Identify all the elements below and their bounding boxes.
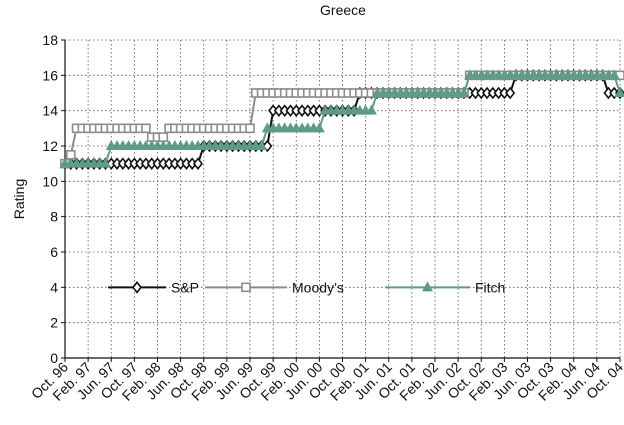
y-axis-label: Rating: [11, 179, 27, 219]
y-tick-label: 18: [42, 32, 58, 48]
marker: [65, 150, 76, 160]
marker: [505, 86, 516, 100]
y-tick-label: 10: [42, 173, 58, 189]
y-tick-label: 8: [50, 209, 58, 225]
y-tick-label: 2: [50, 315, 58, 331]
marker: [608, 69, 620, 80]
marker: [365, 104, 377, 115]
y-tick-label: 0: [50, 350, 58, 366]
chart-title: Greece: [320, 2, 366, 18]
marker: [256, 140, 268, 150]
y-tick-label: 12: [42, 138, 58, 154]
marker: [158, 132, 169, 142]
marker: [614, 87, 624, 97]
marker: [313, 122, 325, 133]
legend-label: Moody’s: [292, 279, 344, 295]
marker: [192, 157, 203, 170]
marker: [422, 281, 433, 292]
marker: [131, 281, 143, 294]
legend-label: S&P: [171, 279, 199, 295]
y-tick-label: 6: [50, 244, 58, 260]
y-tick-label: 4: [50, 279, 58, 295]
marker: [241, 282, 251, 293]
y-tick-label: 14: [42, 103, 58, 119]
y-tick-label: 16: [42, 67, 58, 83]
legend-label: Fitch: [475, 279, 505, 295]
marker: [245, 123, 255, 134]
marker: [458, 87, 470, 97]
marker: [99, 157, 111, 168]
marker: [141, 123, 151, 134]
